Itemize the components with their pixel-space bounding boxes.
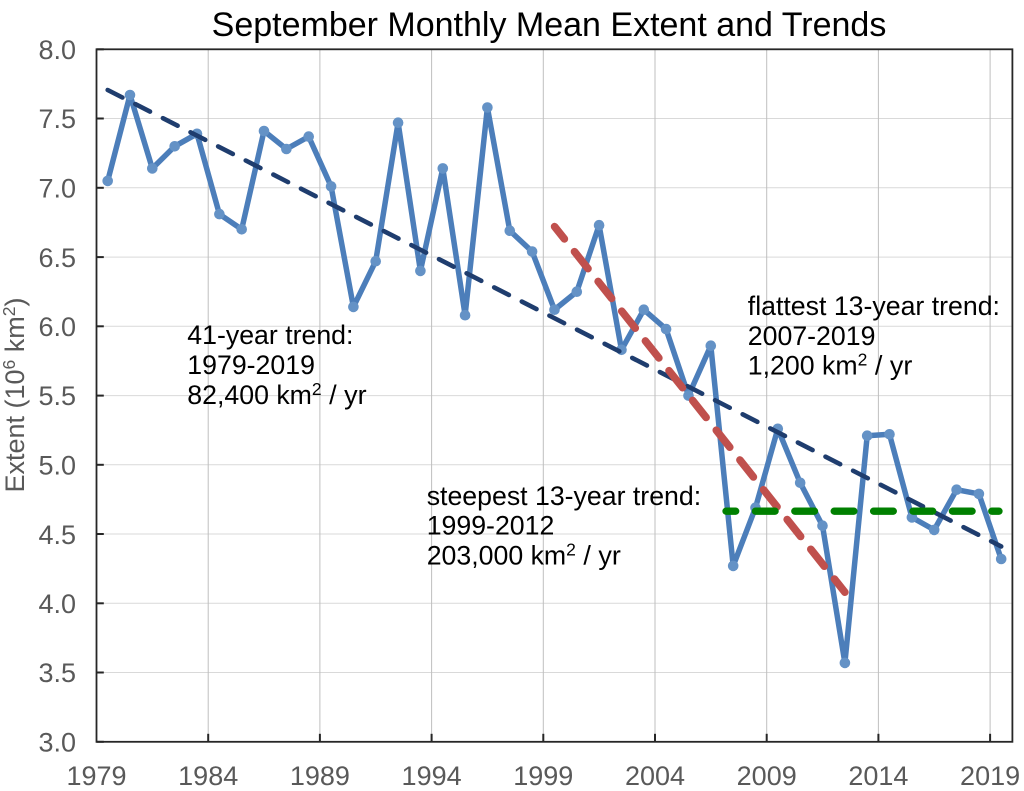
svg-text:1994: 1994 <box>402 761 462 791</box>
svg-text:82,400 km2 / yr: 82,400 km2 / yr <box>187 379 366 410</box>
svg-text:1999: 1999 <box>513 761 573 791</box>
svg-text:8.0: 8.0 <box>38 35 76 65</box>
svg-text:1999-2012: 1999-2012 <box>427 511 555 541</box>
svg-text:1,200 km2 / yr: 1,200 km2 / yr <box>748 350 913 381</box>
svg-text:203,000 km2 / yr: 203,000 km2 / yr <box>427 540 621 571</box>
svg-text:6.0: 6.0 <box>38 312 76 342</box>
svg-text:6.5: 6.5 <box>38 243 76 273</box>
svg-text:7.5: 7.5 <box>38 104 76 134</box>
svg-text:2009: 2009 <box>737 761 797 791</box>
svg-text:41-year trend:: 41-year trend: <box>187 320 353 350</box>
svg-text:1979-2019: 1979-2019 <box>187 350 315 380</box>
svg-text:4.5: 4.5 <box>38 520 76 550</box>
svg-text:3.5: 3.5 <box>38 658 76 688</box>
svg-text:1989: 1989 <box>290 761 350 791</box>
svg-text:2014: 2014 <box>848 761 908 791</box>
svg-text:3.0: 3.0 <box>38 728 76 758</box>
svg-text:2019: 2019 <box>960 761 1020 791</box>
svg-text:2004: 2004 <box>625 761 685 791</box>
svg-text:September Monthly Mean Extent: September Monthly Mean Extent and Trends <box>212 6 887 44</box>
svg-text:1979: 1979 <box>66 761 126 791</box>
svg-text:4.0: 4.0 <box>38 589 76 619</box>
svg-text:5.5: 5.5 <box>38 381 76 411</box>
svg-text:7.0: 7.0 <box>38 174 76 204</box>
svg-text:Extent (106 km2): Extent (106 km2) <box>0 297 30 492</box>
svg-text:1984: 1984 <box>178 761 238 791</box>
svg-text:flattest 13-year trend:: flattest 13-year trend: <box>748 291 1000 321</box>
svg-text:2007-2019: 2007-2019 <box>748 321 876 351</box>
svg-text:5.0: 5.0 <box>38 451 76 481</box>
svg-text:steepest 13-year trend:: steepest 13-year trend: <box>427 481 701 511</box>
